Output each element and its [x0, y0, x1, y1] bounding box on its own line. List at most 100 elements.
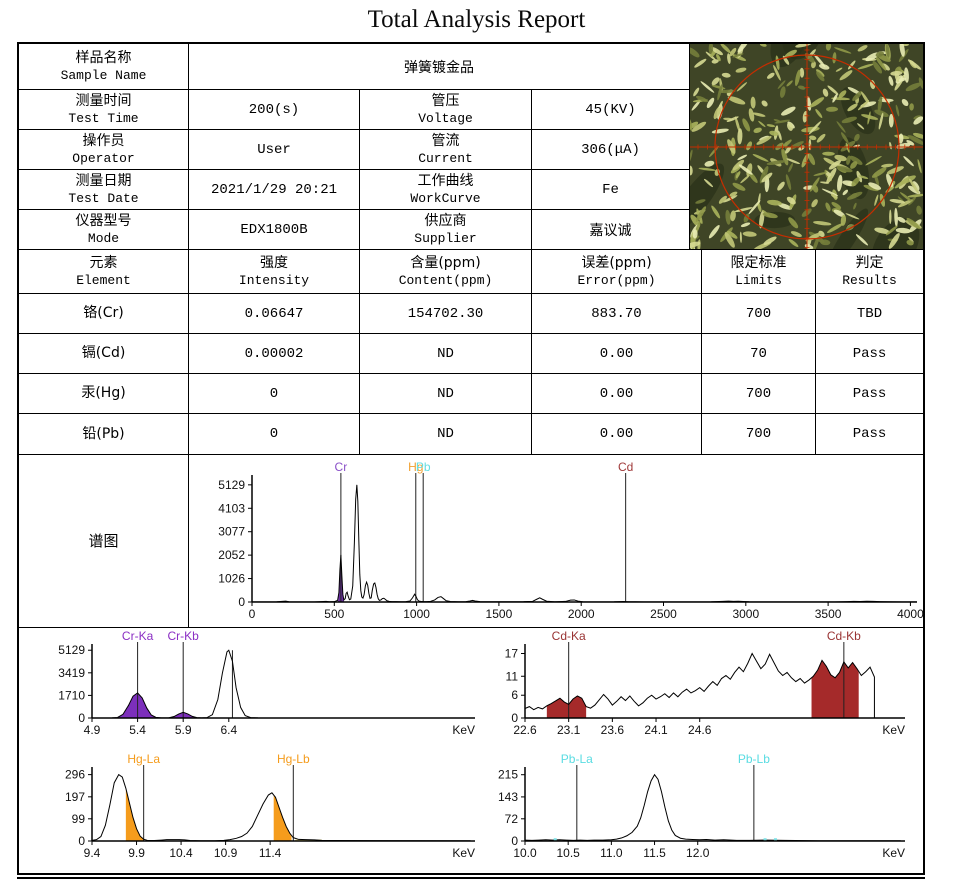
- svg-text:2052: 2052: [218, 548, 245, 562]
- page-title: Total Analysis Report: [367, 6, 586, 33]
- label-sample-name: 样品名称 Sample Name: [19, 44, 189, 90]
- header-results: 判定 Results: [816, 250, 923, 294]
- hg-limit: 700: [702, 374, 816, 414]
- cr-peak-chart: Cr-Ka Cr-Kb 0 1710 3419 5129 4.9 5.4 5.9 6.4 KeV: [19, 628, 481, 751]
- report-table: 样品名称 Sample Name 弹簧镀金品 测量时间 Test Time 200…: [17, 42, 925, 875]
- svg-text:11: 11: [506, 669, 519, 683]
- svg-text:24.1: 24.1: [644, 723, 668, 737]
- svg-text:10.9: 10.9: [214, 846, 238, 860]
- svg-text:Cd-Kb: Cd-Kb: [827, 629, 861, 643]
- svg-text:4000: 4000: [897, 607, 923, 621]
- svg-text:3077: 3077: [218, 525, 245, 539]
- value-operator: User: [189, 130, 360, 170]
- svg-text:4103: 4103: [218, 501, 245, 515]
- cd-intensity: 0.00002: [189, 334, 360, 374]
- svg-text:22.6: 22.6: [513, 723, 537, 737]
- svg-text:23.1: 23.1: [557, 723, 581, 737]
- svg-text:11.4: 11.4: [259, 846, 282, 860]
- svg-text:1000: 1000: [403, 607, 430, 621]
- svg-text:12.0: 12.0: [686, 846, 710, 860]
- cd-result: Pass: [816, 334, 923, 374]
- svg-text:10.0: 10.0: [513, 846, 537, 860]
- label-mode: 仪器型号 Mode: [19, 210, 189, 250]
- svg-text:296: 296: [65, 768, 85, 782]
- label-test-date: 测量日期 Test Date: [19, 170, 189, 210]
- svg-text:0: 0: [78, 711, 85, 725]
- header-error: 误差(ppm) Error(ppm): [532, 250, 702, 294]
- svg-text:3419: 3419: [58, 666, 85, 680]
- value-voltage: 45(KV): [532, 90, 690, 130]
- svg-text:Cr: Cr: [335, 460, 348, 474]
- bottom-double-rule: [17, 877, 925, 879]
- pb-result: Pass: [816, 414, 923, 455]
- svg-text:1500: 1500: [486, 607, 513, 621]
- label-sample-name-zh: 样品名称: [75, 50, 132, 66]
- svg-text:KeV: KeV: [452, 846, 475, 860]
- header-intensity: 强度 Intensity: [189, 250, 360, 294]
- svg-text:143: 143: [498, 790, 518, 804]
- svg-text:Pb-Lb: Pb-Lb: [738, 752, 770, 766]
- label-spectrum: 谱图: [19, 455, 189, 628]
- svg-text:Hg: Hg: [408, 460, 423, 474]
- value-sample-name-text: 弹簧镀金品: [404, 60, 474, 77]
- svg-text:17: 17: [505, 646, 519, 660]
- svg-text:5129: 5129: [58, 643, 85, 657]
- sample-photo-image: [690, 44, 923, 249]
- svg-text:215: 215: [498, 768, 518, 782]
- pb-intensity: 0: [189, 414, 360, 455]
- svg-text:5129: 5129: [218, 478, 245, 492]
- cr-limit: 700: [702, 294, 816, 334]
- pb-peak-chart: Pb-La Pb-Lb 0 72 143 215 10.0 10.5 11.0 11.5 12.0 K…: [481, 751, 923, 873]
- svg-text:11.5: 11.5: [643, 846, 666, 860]
- hg-content: ND: [360, 374, 532, 414]
- hg-peak-chart: Hg-La Hg-Lb 0 99 197 296 9.4 9.9 10.4 10.9 11.4 KeV: [19, 751, 481, 873]
- value-workcurve: Fe: [532, 170, 690, 210]
- svg-text:KeV: KeV: [882, 846, 905, 860]
- svg-text:11.0: 11.0: [600, 846, 623, 860]
- table-row-cd-element: 镉(Cd): [19, 334, 189, 374]
- label-voltage: 管压 Voltage: [360, 90, 532, 130]
- table-row-pb-element: 铅(Pb): [19, 414, 189, 455]
- svg-text:0: 0: [249, 607, 256, 621]
- header-element: 元素 Element: [19, 250, 189, 294]
- table-row-hg-element: 汞(Hg): [19, 374, 189, 414]
- svg-text:2000: 2000: [568, 607, 595, 621]
- svg-text:10.5: 10.5: [557, 846, 581, 860]
- value-supplier: 嘉议诚: [532, 210, 690, 250]
- svg-text:3000: 3000: [732, 607, 759, 621]
- svg-text:0: 0: [511, 711, 518, 725]
- sample-photo: [690, 44, 923, 250]
- header-limits: 限定标准 Limits: [702, 250, 816, 294]
- svg-text:2500: 2500: [650, 607, 677, 621]
- svg-text:Pb-La: Pb-La: [561, 752, 593, 766]
- svg-text:6: 6: [511, 688, 518, 702]
- svg-text:Hg-La: Hg-La: [127, 752, 160, 766]
- svg-text:Pb: Pb: [416, 460, 431, 474]
- table-row-cr-element: 铬(Cr): [19, 294, 189, 334]
- svg-text:197: 197: [65, 790, 85, 804]
- svg-text:24.6: 24.6: [688, 723, 712, 737]
- header-content: 含量(ppm) Content(ppm): [360, 250, 532, 294]
- label-operator: 操作员 Operator: [19, 130, 189, 170]
- label-supplier: 供应商 Supplier: [360, 210, 532, 250]
- svg-text:72: 72: [505, 812, 519, 826]
- svg-text:9.9: 9.9: [128, 846, 145, 860]
- label-workcurve: 工作曲线 WorkCurve: [360, 170, 532, 210]
- svg-text:1710: 1710: [58, 688, 85, 702]
- svg-text:1026: 1026: [218, 572, 245, 586]
- svg-text:4.9: 4.9: [84, 723, 101, 737]
- cr-content: 154702.30: [360, 294, 532, 334]
- label-test-time: 测量时间 Test Time: [19, 90, 189, 130]
- svg-text:0: 0: [511, 834, 518, 848]
- svg-text:10.4: 10.4: [169, 846, 193, 860]
- svg-text:Cd-Ka: Cd-Ka: [552, 629, 586, 643]
- svg-text:Cd: Cd: [618, 460, 633, 474]
- svg-text:6.4: 6.4: [220, 723, 237, 737]
- svg-text:KeV: KeV: [452, 723, 475, 737]
- svg-text:Hg-Lb: Hg-Lb: [277, 752, 310, 766]
- value-current: 306(μA): [532, 130, 690, 170]
- svg-text:500: 500: [324, 607, 344, 621]
- svg-text:99: 99: [72, 812, 86, 826]
- hg-error: 0.00: [532, 374, 702, 414]
